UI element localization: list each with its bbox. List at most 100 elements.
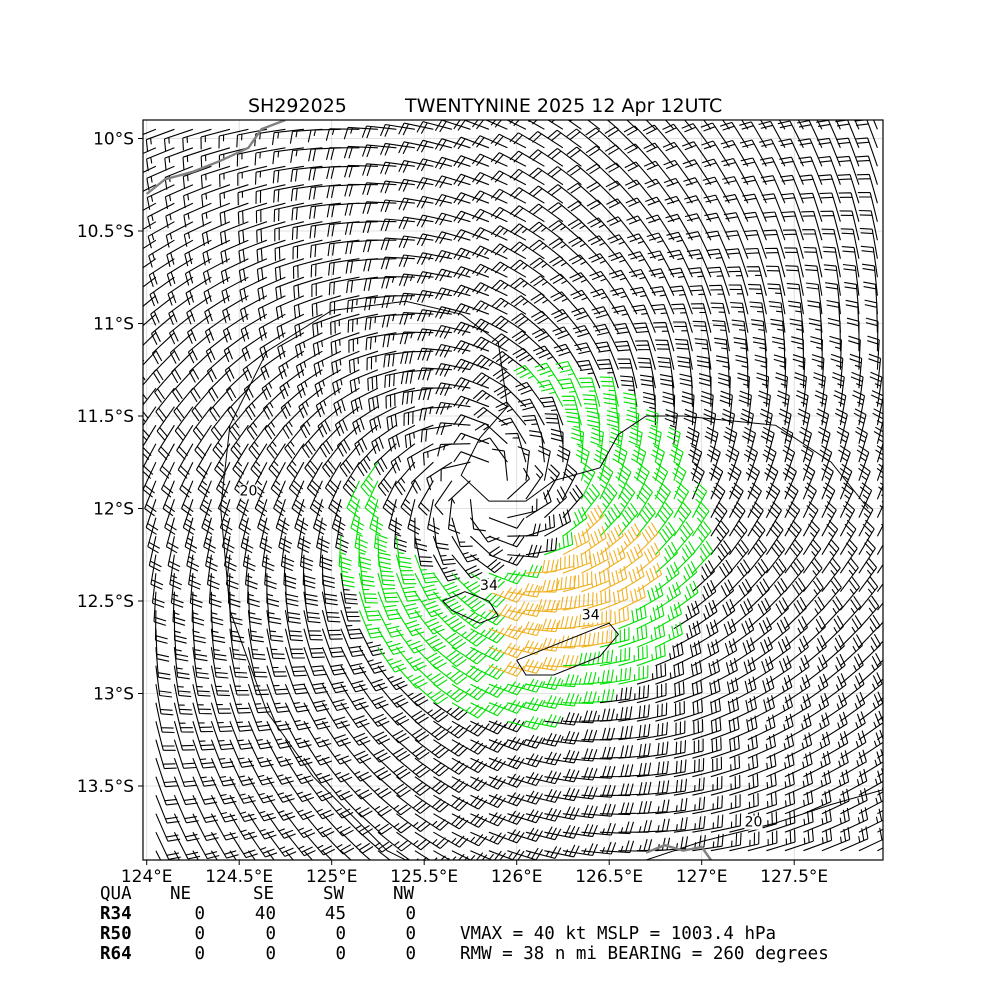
wind-barb <box>706 248 730 278</box>
wind-barb <box>453 395 490 409</box>
wind-barb <box>416 271 453 284</box>
wind-barb <box>728 520 748 556</box>
radii-table: QUA NE SE SW NW R34 0 40 45 0 R50 0 0 0 … <box>100 884 416 964</box>
contour-label: 34 <box>480 578 498 594</box>
wind-barb <box>380 161 415 175</box>
wind-barb <box>340 628 365 658</box>
wind-barb <box>229 757 256 786</box>
wind-barb <box>549 273 582 297</box>
wind-barb <box>319 424 342 458</box>
wind-barb <box>214 443 231 479</box>
wind-barb <box>407 499 421 535</box>
wind-barb <box>394 461 416 496</box>
wind-barb <box>229 591 243 626</box>
wind-barb <box>738 390 752 426</box>
wind-barb <box>383 350 415 368</box>
wind-barb <box>599 627 630 648</box>
wind-barb <box>636 583 664 611</box>
wind-barb <box>332 369 360 396</box>
wind-barb <box>280 536 295 572</box>
wind-barb <box>401 387 434 405</box>
wind-barb <box>266 573 280 607</box>
wind-barb <box>384 369 416 388</box>
wind-barb <box>321 739 352 765</box>
wind-barb <box>784 616 808 648</box>
wind-barb <box>540 396 564 426</box>
wind-barb <box>599 783 634 797</box>
wind-barb <box>562 528 590 556</box>
wind-barb <box>254 147 286 166</box>
wind-barb <box>590 288 619 315</box>
wind-barb <box>710 501 728 537</box>
wind-barb <box>613 322 638 352</box>
wind-barb <box>373 443 397 476</box>
storm-name-time: TWENTYNINE 2025 12 Apr 12UTC <box>404 95 722 117</box>
wind-barb <box>636 482 653 518</box>
wind-barb <box>528 131 564 149</box>
wind-barb <box>358 646 387 674</box>
wind-barb <box>784 713 812 741</box>
wind-barb <box>432 554 461 582</box>
wind-barb <box>220 258 249 284</box>
wind-barb <box>655 817 688 833</box>
lon-tick-label: 124.5°E <box>205 867 273 887</box>
wind-barb <box>229 628 247 661</box>
wind-barb <box>636 562 663 593</box>
wind-barb <box>303 591 321 624</box>
wind-barb <box>147 202 175 230</box>
wind-barb <box>525 807 562 822</box>
wind-barb <box>728 501 746 537</box>
wind-barb <box>180 480 194 517</box>
wind-barb <box>490 152 527 167</box>
wind-barb <box>655 339 675 370</box>
wind-barb <box>548 220 582 241</box>
wind-barb <box>669 285 693 315</box>
wind-barb <box>562 729 598 743</box>
wind-barb <box>610 287 638 315</box>
wind-barb <box>356 443 379 477</box>
wind-barb <box>286 443 305 479</box>
wind-barb <box>747 753 777 778</box>
coastline-northwest <box>145 120 286 195</box>
wind-barb <box>525 789 562 803</box>
wind-barb <box>759 157 786 185</box>
wind-barb <box>759 408 773 444</box>
wind-barb <box>303 831 335 856</box>
wind-barb <box>242 350 268 382</box>
wind-barb <box>470 812 506 827</box>
wind-barb <box>152 350 175 384</box>
wind-barb <box>765 501 782 537</box>
wind-barb <box>172 591 186 626</box>
wind-barb <box>860 245 878 278</box>
wind-barb <box>803 596 825 630</box>
wind-barb <box>377 739 411 762</box>
wind-barb <box>364 295 397 311</box>
wind-barb <box>155 739 177 770</box>
wind-barb <box>636 663 667 685</box>
summary-vmax-mslp: VMAX = 40 kt MSLP = 1003.4 hPa <box>460 924 776 944</box>
radii-row-r64-nw: 0 <box>405 944 416 964</box>
wind-barb <box>377 591 402 621</box>
wind-barb <box>515 381 545 408</box>
wind-barb <box>284 591 301 624</box>
wind-barb <box>186 295 212 325</box>
wind-barb <box>710 579 735 611</box>
wind-barb <box>581 841 617 855</box>
wind-barb <box>562 767 598 781</box>
wind-barb <box>367 369 397 391</box>
wind-barb <box>710 638 738 667</box>
wind-barb <box>309 221 341 239</box>
wind-barb <box>802 577 824 611</box>
wind-barb <box>340 831 374 854</box>
wind-barb <box>256 258 286 282</box>
wind-barb <box>433 683 468 703</box>
wind-barb <box>830 353 844 389</box>
wind-barb <box>247 610 264 643</box>
wind-barb <box>855 426 868 463</box>
wind-barb <box>273 480 286 517</box>
wind-barb <box>284 647 307 677</box>
wind-barb <box>618 839 653 852</box>
wind-barb <box>778 408 792 444</box>
wind-barb <box>581 609 612 630</box>
wind-barb <box>655 701 685 722</box>
